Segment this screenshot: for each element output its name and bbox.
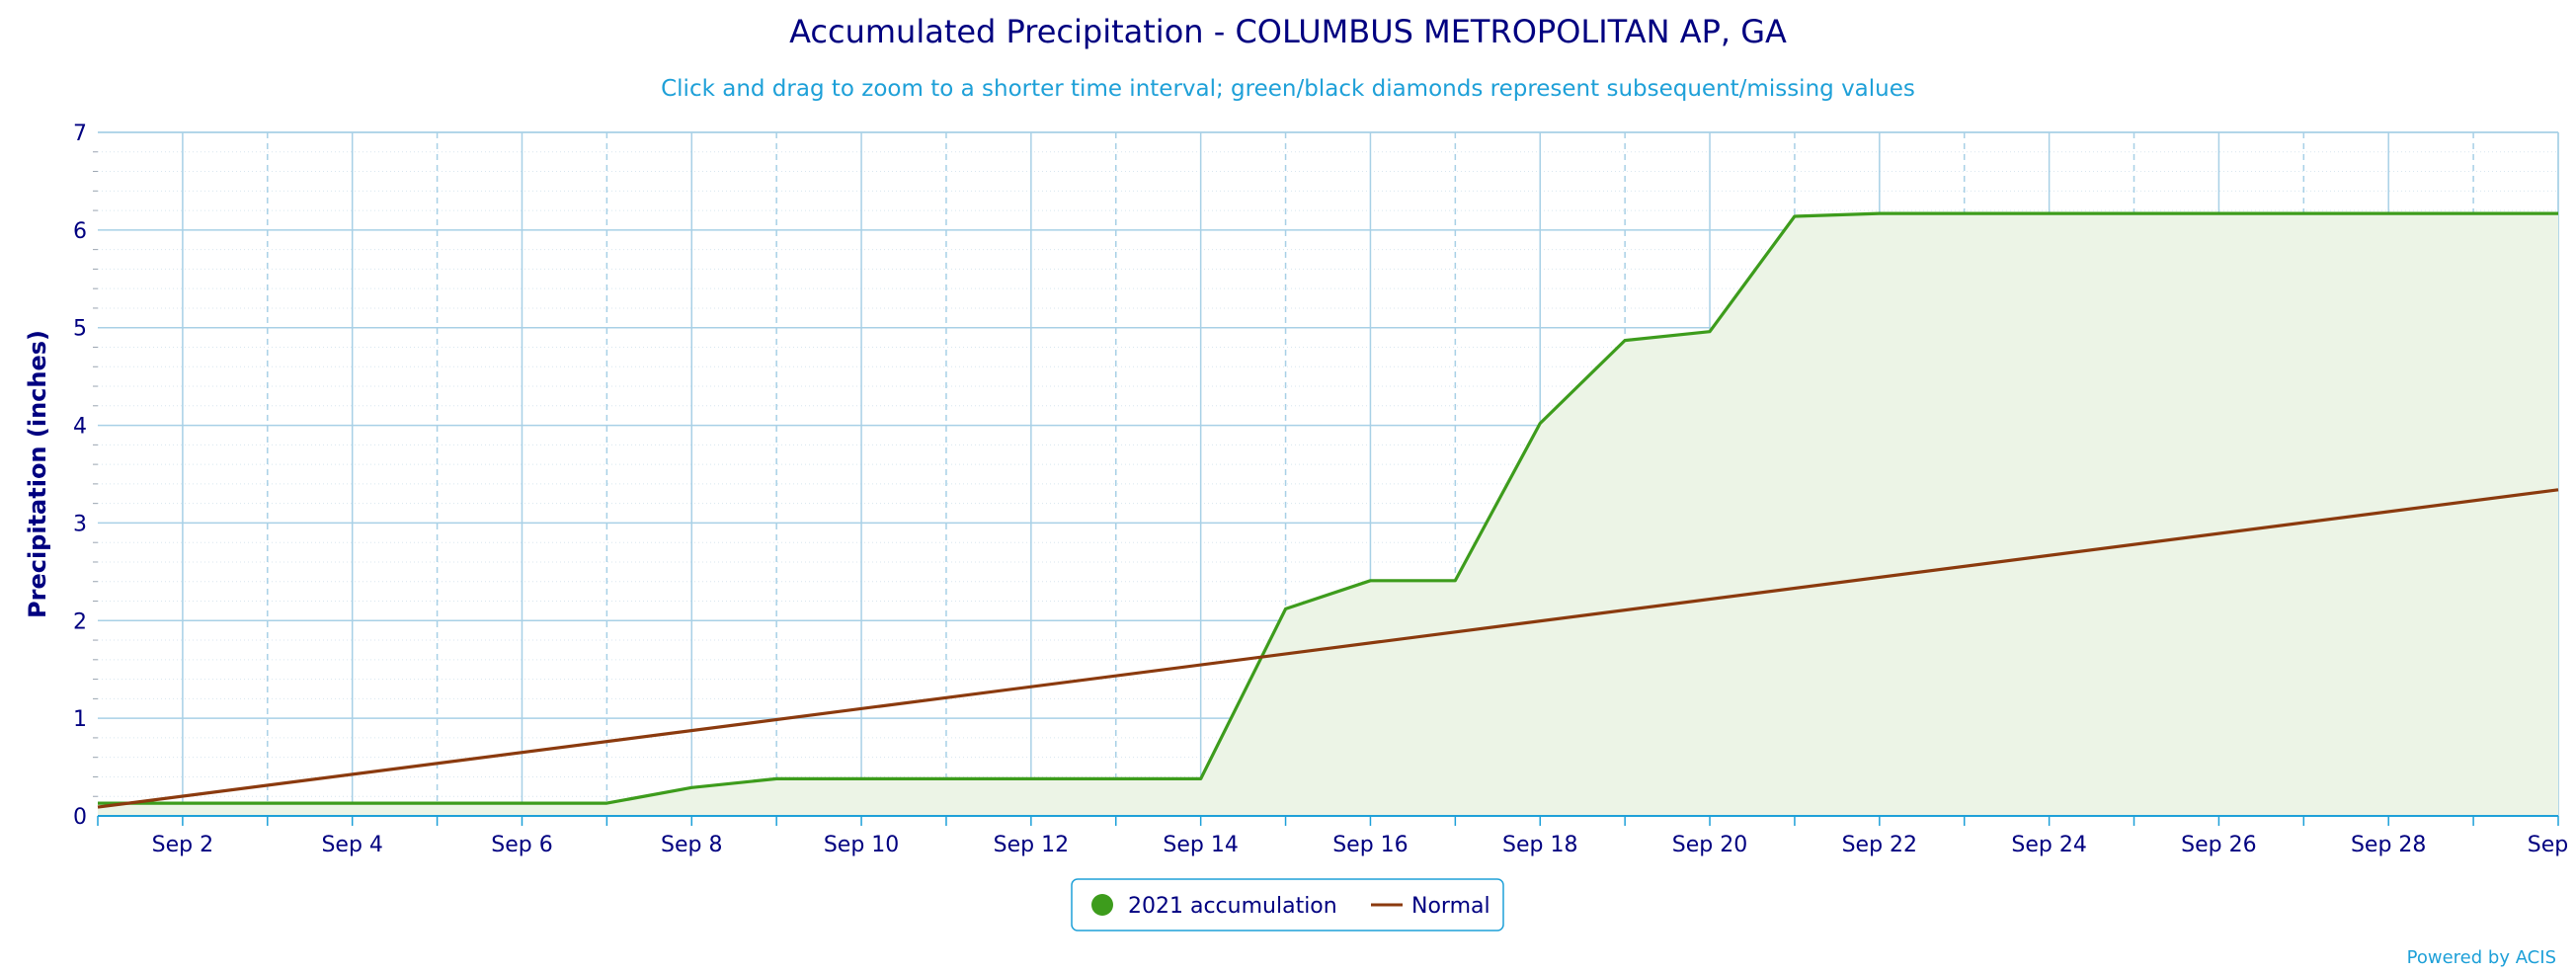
accumulation-line[interactable] [98,211,2558,805]
x-tick-label: Sep 18 [1502,833,1577,857]
x-tick-label: Sep 26 [2181,833,2256,857]
legend-label-2021-accumulation: 2021 accumulation [1128,894,1337,919]
x-axis: Sep 2 Sep 4 Sep 6 Sep 8 Sep 10 Sep 12 Sep 14 Se… [97,815,2576,857]
y-tick-label: 5 [73,317,87,342]
plot-area[interactable] [97,211,2559,817]
chart-subtitle: Click and drag to zoom to a shorter time… [661,76,1915,102]
x-tick-label: Sep 8 [661,833,722,857]
legend-box [1071,878,1504,932]
x-tick-label: Sep 4 [321,833,382,857]
x-tick-label: Sep 28 [2351,833,2426,857]
y-tick-label: 2 [73,609,87,634]
y-axis-title: Precipitation (inches) [24,330,51,618]
x-tick-label: Sep 2 [152,833,213,857]
powered-by-credit[interactable]: Powered by ACIS [2407,947,2556,968]
legend-label-normal: Normal [1411,894,1490,919]
x-tick-label: Sep 3 [2528,833,2576,857]
x-tick-label: Sep 20 [1672,833,1747,857]
x-tick-label: Sep 16 [1332,833,1408,857]
x-tick-label: Sep 14 [1163,833,1238,857]
y-tick-label: 4 [73,415,87,440]
legend-item-2021-accumulation[interactable]: 2021 accumulation [1091,894,1337,919]
legend-marker-circle [1091,894,1113,916]
x-tick-label: Sep 22 [1842,833,1917,857]
accumulation-area [98,213,2558,817]
x-tick-label: Sep 12 [994,833,1069,857]
x-tick-label: Sep 6 [491,833,552,857]
x-tick-label: Sep 10 [824,833,899,857]
y-tick-label: 7 [73,122,87,146]
legend[interactable]: 2021 accumulation Normal [1071,878,1504,932]
y-tick-label: 0 [73,805,87,830]
chart-title: Accumulated Precipitation - COLUMBUS MET… [789,13,1787,50]
y-tick-label: 6 [73,219,87,244]
y-axis: 0 1 2 3 4 5 6 7 [73,122,98,830]
y-tick-label: 1 [73,707,87,732]
normal-line[interactable] [97,488,2559,809]
x-tick-label: Sep 24 [2011,833,2086,857]
legend-item-normal[interactable]: Normal [1371,894,1490,919]
y-tick-label: 3 [73,512,87,536]
